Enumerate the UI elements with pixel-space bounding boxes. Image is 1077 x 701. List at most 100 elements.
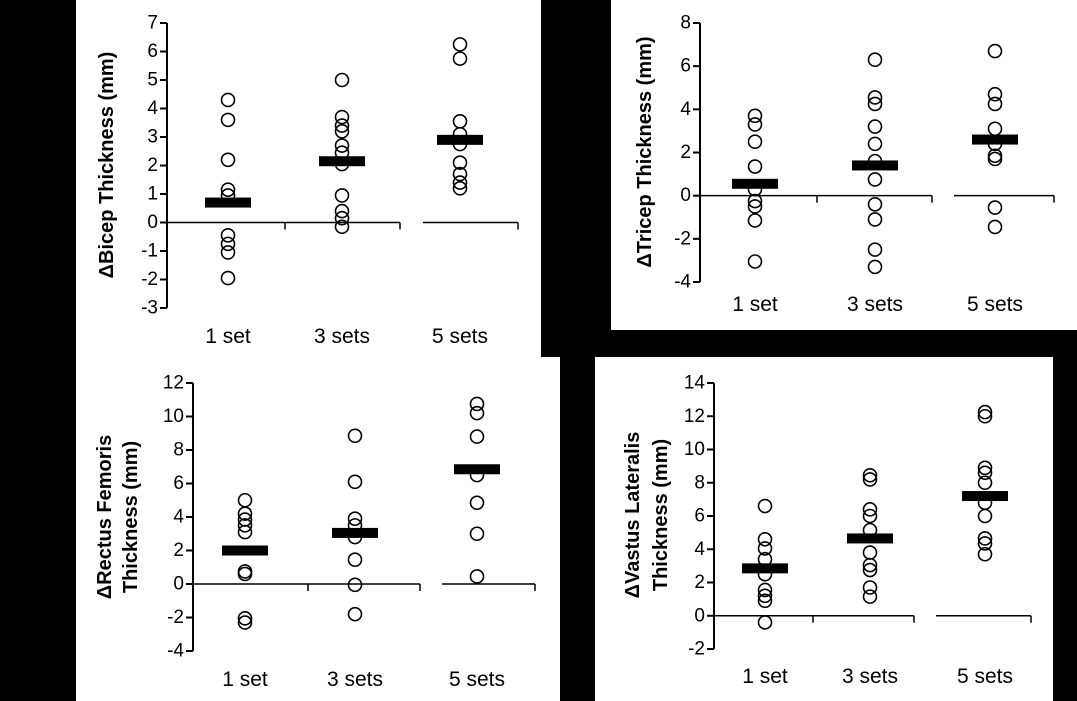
y-axis-title: ΔTricep Thickness (mm) (634, 36, 656, 267)
data-point (220, 245, 236, 260)
data-point (747, 193, 763, 209)
data-point (220, 112, 236, 128)
y-tick-label: 4 (173, 507, 184, 528)
y-tick-label: -3 (141, 298, 158, 319)
y-tick-label: -2 (141, 269, 158, 290)
data-point (334, 118, 350, 133)
data-point (452, 37, 468, 52)
data-point (867, 52, 883, 67)
y-tick-label: 4 (694, 539, 705, 560)
data-point (452, 114, 468, 129)
data-point (987, 200, 1003, 215)
data-point (237, 615, 253, 630)
mean-bar (742, 563, 788, 574)
data-point (452, 51, 468, 66)
y-tick-label: 6 (147, 41, 158, 62)
x-category-label: 5 sets (957, 665, 1013, 688)
y-tick-label: 7 (147, 13, 158, 34)
data-point (867, 242, 883, 257)
y-axis-title: Thickness (mm) (120, 441, 142, 593)
x-category-label: 1 set (742, 665, 788, 688)
mean-bar (732, 178, 778, 189)
data-point (747, 199, 763, 214)
data-point (867, 212, 883, 227)
x-category-label: 3 sets (314, 325, 370, 348)
data-point (237, 611, 253, 626)
data-point (757, 531, 773, 547)
x-category-label: 3 sets (327, 668, 383, 691)
mean-bar (454, 464, 500, 475)
data-point (867, 197, 883, 212)
data-point (757, 582, 773, 598)
mean-bar (222, 545, 268, 556)
data-point (334, 138, 350, 153)
y-tick-label: -4 (674, 272, 691, 293)
data-point (977, 465, 993, 481)
tricep-chart: 8 6 4 2 0 -2 -4 ΔTricep Thickness (mm) 1 set 3 se… (634, 13, 1055, 316)
x-category-label: 5 sets (432, 325, 488, 348)
data-point (977, 536, 993, 551)
bicep-chart: 7 6 5 4 3 2 1 0 -1 -2 -3 ΔBicep Thickness (mm) 1 set… (96, 13, 519, 348)
data-point (237, 518, 253, 533)
data-point (237, 566, 253, 582)
data-point (452, 166, 468, 182)
data-point (469, 569, 485, 584)
vastus-lateralis-chart: 14 12 10 8 6 4 2 0 -2 ΔVastus Lateralis Thickness … (622, 373, 1032, 688)
data-point (862, 557, 878, 573)
data-point (862, 472, 878, 487)
data-point (987, 96, 1003, 112)
mean-bar (205, 197, 251, 208)
y-tick-label: 1 (147, 184, 158, 205)
data-point (347, 474, 363, 490)
data-point (452, 175, 468, 190)
y-tick-label: -4 (167, 641, 184, 662)
data-point (867, 172, 883, 187)
data-point (334, 124, 350, 139)
data-point (334, 210, 350, 226)
y-tick-label: 6 (173, 473, 184, 494)
y-tick-label: 8 (694, 472, 705, 493)
y-tick-label: -1 (141, 241, 158, 262)
mean-bar (972, 134, 1018, 145)
data-point (469, 495, 485, 511)
x-category-label: 3 sets (842, 665, 898, 688)
data-point (987, 121, 1003, 137)
y-axis-title: ΔRectus Femoris (94, 435, 116, 599)
data-point (334, 188, 350, 203)
data-point (747, 108, 763, 124)
data-point (747, 159, 763, 174)
data-point (469, 429, 485, 444)
data-point (347, 428, 363, 444)
data-point (334, 109, 350, 125)
data-point (469, 396, 485, 412)
data-point (220, 270, 236, 286)
y-tick-label: 5 (147, 70, 158, 91)
data-point (987, 86, 1003, 102)
mean-bar (319, 156, 365, 167)
data-point (220, 152, 236, 168)
data-point (757, 498, 773, 514)
data-point (220, 182, 236, 198)
bicep-panel: 7 6 5 4 3 2 1 0 -1 -2 -3 ΔBicep Thickness (mm) 1 set… (76, 0, 541, 357)
data-point (469, 405, 485, 421)
mean-bar (437, 134, 483, 145)
y-tick-label: 0 (173, 574, 184, 595)
mean-bar (847, 533, 893, 544)
y-tick-label: 12 (684, 406, 705, 427)
y-tick-label: 0 (147, 212, 158, 233)
rectus-femoris-panel: 12 10 8 6 4 2 0 -2 -4 ΔRectus Femoris Thickness (m… (76, 357, 560, 701)
data-point (977, 404, 993, 420)
mean-bar (852, 160, 898, 171)
data-point (867, 136, 883, 152)
y-tick-label: 3 (147, 127, 158, 148)
data-point (347, 511, 363, 526)
x-category-label: 1 set (222, 668, 268, 691)
data-point (977, 408, 993, 424)
data-point (987, 148, 1003, 164)
y-tick-label: 10 (163, 406, 184, 427)
data-point (334, 203, 350, 219)
data-point (862, 545, 878, 560)
data-point (237, 524, 253, 540)
data-point (452, 181, 468, 196)
